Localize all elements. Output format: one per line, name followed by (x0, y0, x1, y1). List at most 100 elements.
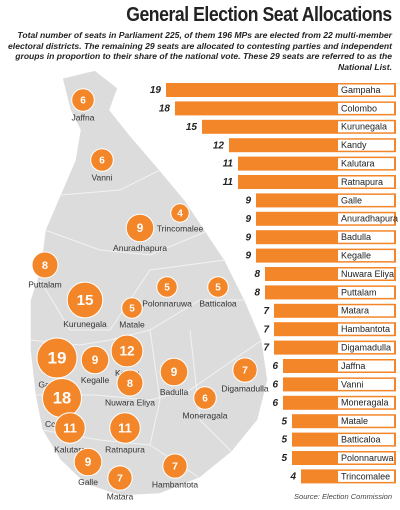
map-district-label: Polonnaruwa (142, 299, 192, 309)
map-bubble (31, 251, 59, 279)
map-bubble (73, 447, 103, 477)
bar-category-label: Kandy (341, 140, 367, 150)
map-bubble-value: 8 (127, 378, 133, 390)
bar-category-label: Puttalam (341, 287, 377, 297)
map-bubble (193, 386, 217, 410)
map-bubble-value: 6 (80, 96, 86, 107)
map-bubble-value: 6 (202, 394, 208, 405)
bar-value-label: 11 (223, 177, 234, 188)
bar-category-label: Badulla (341, 232, 371, 242)
map-bubble (232, 357, 258, 383)
map-bubble (170, 203, 190, 223)
map-district-label: Matale (119, 320, 145, 330)
bar-label-box (338, 231, 394, 243)
map-bubble (80, 345, 110, 375)
map-district-label: Ratnapura (105, 445, 145, 455)
map-bubble-value: 9 (137, 222, 144, 235)
map-bubble-value: 7 (172, 462, 178, 473)
bar-category-label: Matara (341, 306, 369, 316)
map-district-label: Hambantota (152, 479, 199, 489)
bar-value-label: 8 (254, 288, 260, 299)
bar-category-label: Galle (341, 195, 362, 205)
bar-value-label: 9 (245, 214, 251, 225)
bar-category-label: Kurunegala (341, 122, 387, 132)
map-bubble-value: 9 (92, 354, 99, 367)
map-district-label: Anuradhapura (113, 243, 167, 253)
bar-label-box (338, 268, 394, 280)
bar-value-label: 5 (281, 416, 287, 427)
map-bubble-value: 7 (117, 474, 123, 485)
bar-label-box (338, 305, 394, 317)
bar-category-label: Vanni (341, 379, 363, 389)
map-district-label: Jaffna (71, 113, 94, 123)
map-bubble-value: 6 (99, 156, 105, 167)
map-bubble-value: 11 (63, 420, 77, 435)
map-district-label: Moneragala (183, 411, 228, 421)
bar-value-label: 7 (263, 343, 269, 354)
map-bubble-value: 9 (171, 366, 178, 379)
map-bubble-value: 7 (242, 366, 248, 377)
bar-category-label: Jaffna (341, 361, 365, 371)
map-bubble (116, 369, 144, 397)
map-bubble-value: 12 (119, 344, 134, 359)
map-district-label: Matara (107, 491, 134, 501)
bar-category-label: Hambantota (341, 324, 390, 334)
bar-label-box (338, 84, 394, 96)
bar-category-label: Matale (341, 416, 368, 426)
map-bubble (66, 281, 104, 319)
map-bubble-value: 5 (164, 283, 170, 294)
bar-value-label: 7 (263, 306, 269, 317)
bar-category-label: Kegalle (341, 250, 371, 260)
bar-label-box (338, 342, 394, 354)
map-bubble (125, 213, 155, 243)
bar-label-box (338, 139, 394, 151)
bar-value-label: 9 (245, 251, 251, 262)
bar-category-label: Batticaloa (341, 434, 381, 444)
map-bubble (110, 334, 144, 368)
bar-value-label: 9 (245, 232, 251, 243)
map-bubble-value: 5 (129, 304, 135, 315)
map-bubble-value: 8 (42, 260, 48, 272)
chart-title: General Election Seat Allocations (126, 4, 392, 26)
bar-label-box (338, 434, 394, 446)
map-bubble-value: 9 (85, 456, 92, 469)
subtitle: Total number of seats in Parliament 225,… (8, 30, 392, 72)
bar-label-box (338, 250, 394, 262)
bar-category-label: Trincomalee (341, 471, 390, 481)
bar-category-label: Anuradhapura (341, 214, 398, 224)
bar-label-box (338, 452, 394, 464)
source: Source: Election Commission (294, 492, 392, 501)
bar-label-box (338, 470, 394, 482)
bar-label-box (338, 415, 394, 427)
bar-category-label: Nuwara Eliya (341, 269, 394, 279)
bar-value-label: 4 (289, 472, 296, 483)
bar-label-box (338, 213, 394, 225)
map-district-label: Batticaloa (199, 299, 237, 309)
map-district-label: Kegalle (81, 375, 110, 385)
bar-category-label: Moneragala (341, 398, 389, 408)
bar-label-box (338, 286, 394, 298)
bar-label-box (338, 176, 394, 188)
bar-category-label: Polonnaruwa (341, 453, 394, 463)
map-district-label: Badulla (160, 387, 189, 397)
map-bubble (36, 337, 78, 379)
bar-value-label: 5 (281, 435, 287, 446)
map-bubble (107, 465, 133, 491)
map-bubble-value: 4 (177, 209, 183, 220)
map-district-label: Kurunegala (63, 319, 107, 329)
bar-category-label: Gampaha (341, 85, 381, 95)
bar-category-label: Digamadulla (341, 342, 391, 352)
bar-value-label: 5 (281, 453, 287, 464)
map-bubble-value: 18 (53, 388, 71, 407)
map-bubble (207, 276, 229, 298)
map-bubble-value: 19 (48, 349, 67, 368)
map-bubble (54, 412, 86, 444)
bar-value-label: 11 (223, 159, 234, 170)
map-bubble (121, 297, 143, 319)
map-bubble (162, 453, 188, 479)
bar-value-label: 19 (150, 85, 162, 96)
map-district-label: Galle (78, 477, 98, 487)
bar-value-label: 6 (272, 361, 278, 372)
map-district-label: Trincomalee (157, 223, 204, 233)
